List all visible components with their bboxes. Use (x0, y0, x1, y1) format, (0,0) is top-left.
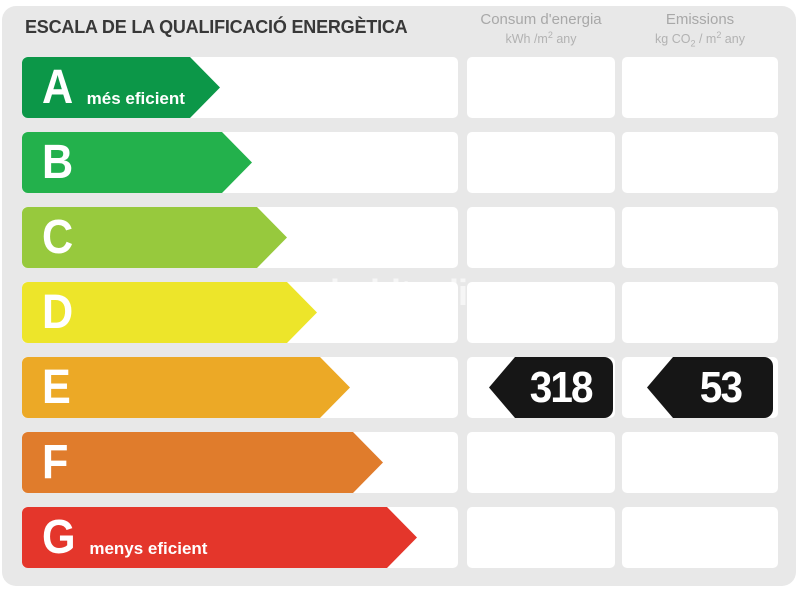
rating-arrow: A més eficient (22, 57, 220, 118)
consumption-value: 318 (529, 362, 594, 412)
emissions-value-badge: 53 (647, 357, 773, 418)
rating-letter: D (42, 285, 74, 339)
emissions-column-label: Emissions (665, 11, 735, 28)
rating-letter: B (42, 135, 74, 189)
consumption-value-cell (467, 132, 615, 193)
rating-arrow: B (22, 132, 252, 193)
rating-arrow-cell: D (22, 282, 458, 343)
consumption-value-cell (467, 57, 615, 118)
consumption-value-cell (467, 507, 615, 568)
rating-arrow: G menys eficient (22, 507, 417, 568)
rating-arrow: E (22, 357, 350, 418)
consumption-value-cell (467, 207, 615, 268)
emissions-value: 53 (699, 362, 742, 412)
rating-arrow-cell: G menys eficient (22, 507, 458, 568)
emissions-value-cell (622, 432, 778, 493)
consumption-column-header: Consum d'energia kWh /m2 any (467, 10, 615, 47)
rating-row: B (22, 132, 778, 193)
page-title: ESCALA DE LA QUALIFICACIÓ ENERGÈTICA (25, 17, 408, 37)
rating-arrow: F (22, 432, 383, 493)
rating-arrow-cell: C (22, 207, 458, 268)
rating-annotation: menys eficient (89, 539, 208, 558)
rating-arrow-cell: B (22, 132, 458, 193)
rating-row: A més eficient (22, 57, 778, 118)
rating-row: C (22, 207, 778, 268)
emissions-value-cell (622, 57, 778, 118)
rating-letter: A (42, 60, 74, 114)
rating-arrow-cell: F (22, 432, 458, 493)
emissions-column-header: Emissions kg CO2 / m2 any (622, 10, 778, 49)
consumption-column-unit: kWh /m2 any (505, 29, 577, 46)
emissions-value-cell (622, 507, 778, 568)
rating-arrow-cell: A més eficient (22, 57, 458, 118)
consumption-value-cell (467, 282, 615, 343)
consumption-value-cell: 318 (467, 357, 615, 418)
rating-row: F (22, 432, 778, 493)
consumption-column-label: Consum d'energia (480, 11, 602, 28)
consumption-value-badge: 318 (489, 357, 613, 418)
emissions-value-cell (622, 132, 778, 193)
emissions-value-cell (622, 282, 778, 343)
energy-scale-panel: ESCALA DE LA QUALIFICACIÓ ENERGÈTICA Con… (2, 6, 796, 586)
emissions-value-cell (622, 207, 778, 268)
rating-annotation: més eficient (86, 89, 185, 108)
rating-letter: F (42, 435, 69, 489)
rating-row: G menys eficient (22, 507, 778, 568)
rating-arrow-cell: E (22, 357, 458, 418)
consumption-value-cell (467, 432, 615, 493)
rating-letter: C (42, 210, 74, 264)
rating-row: E 318 53 (22, 357, 778, 418)
rating-letter: G (42, 510, 76, 564)
rating-letter: E (42, 360, 71, 414)
rating-arrow: D (22, 282, 317, 343)
emissions-column-unit: kg CO2 / m2 any (655, 29, 745, 49)
emissions-value-cell: 53 (622, 357, 778, 418)
rating-rows: A més eficient B C D (22, 57, 778, 568)
rating-row: D (22, 282, 778, 343)
rating-arrow: C (22, 207, 287, 268)
